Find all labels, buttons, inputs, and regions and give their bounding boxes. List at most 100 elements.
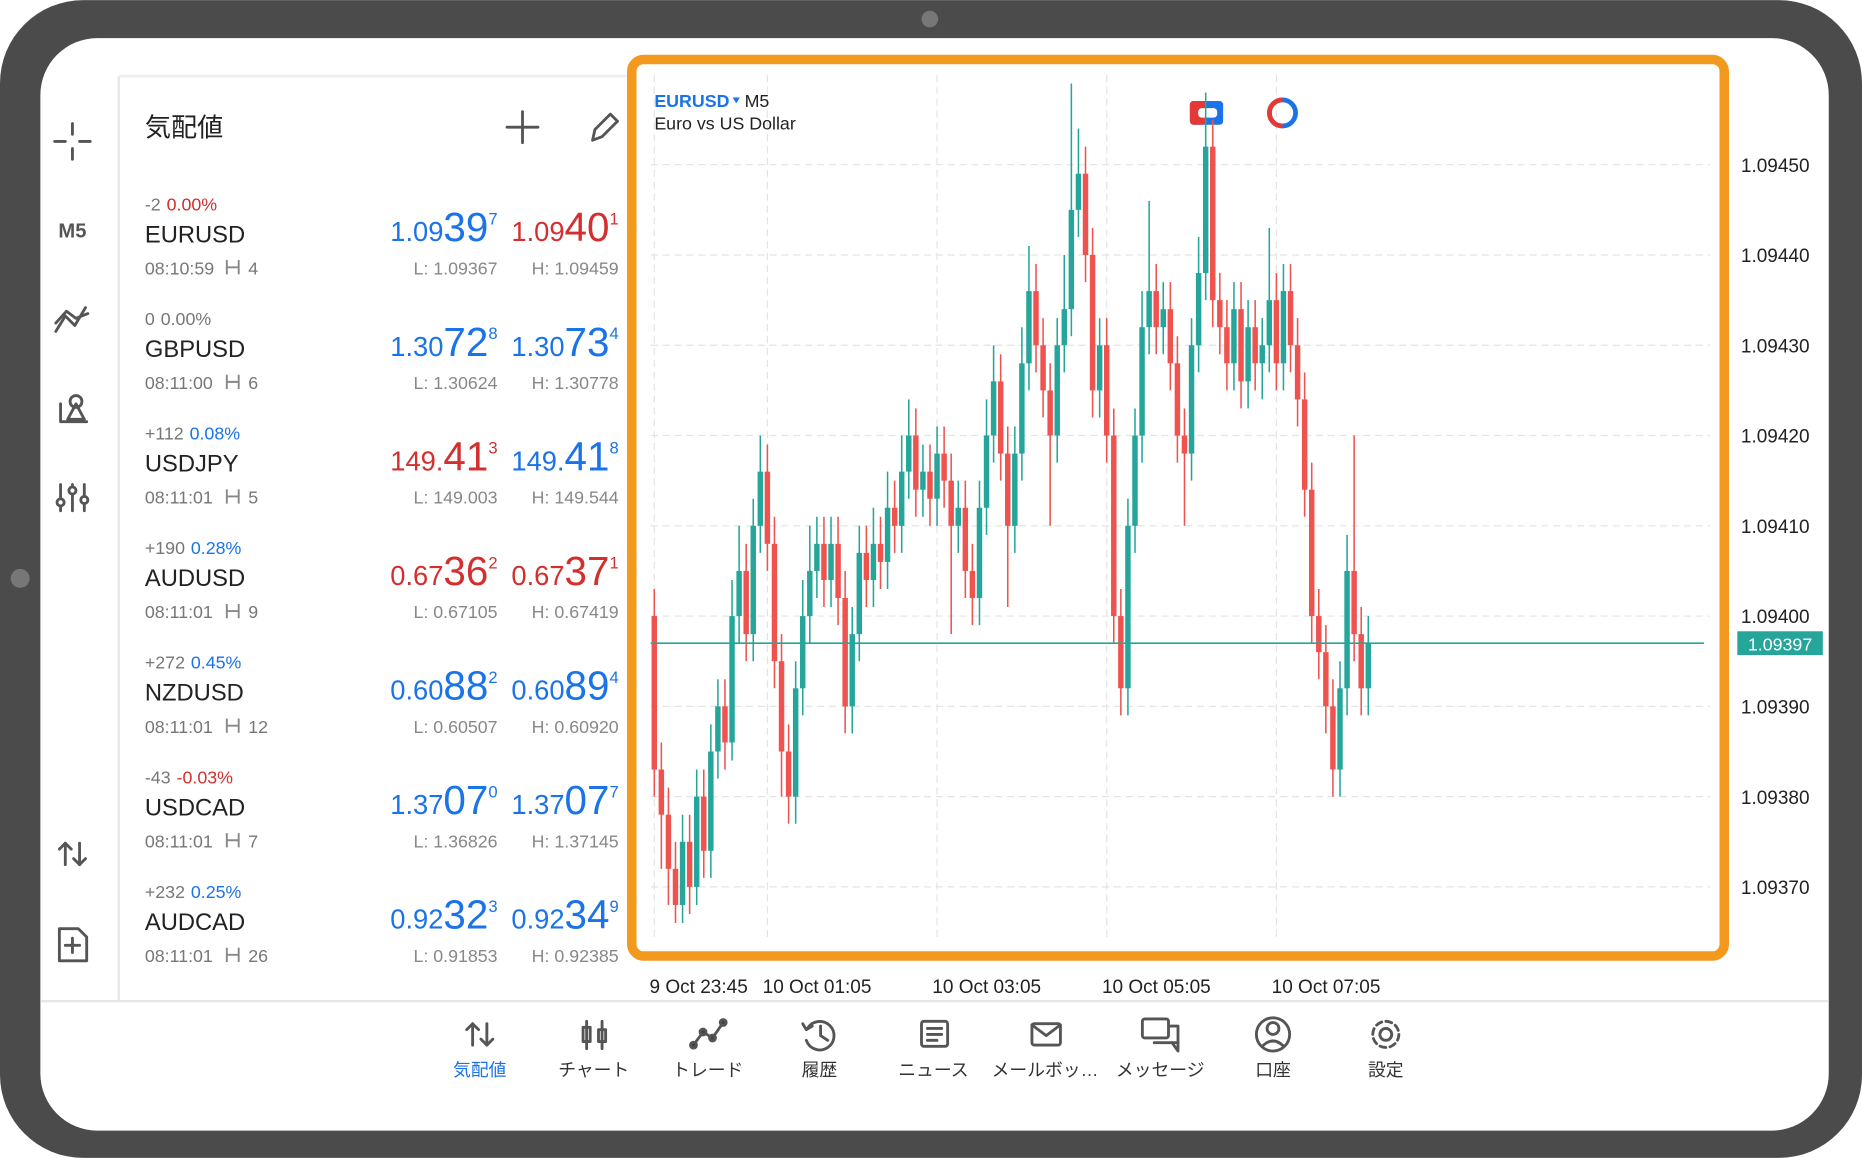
symbol: NZDUSD: [145, 680, 244, 707]
candle-body: [1280, 291, 1287, 364]
spread: 26: [248, 946, 268, 966]
nav-icon-messages: [1140, 1017, 1180, 1053]
price-pips: 72: [443, 319, 488, 365]
nav-item[interactable]: 気配値: [453, 1060, 507, 1080]
left-rail: M5: [53, 122, 92, 963]
change-points: -2: [145, 194, 161, 214]
candle-body: [1308, 489, 1315, 617]
candle-body: [1287, 291, 1294, 346]
one-click-icon[interactable]: [1267, 97, 1298, 129]
nav-item[interactable]: ニュース: [898, 1060, 968, 1080]
candle-body: [771, 543, 778, 662]
symbol: AUDCAD: [145, 909, 245, 936]
candle-body: [877, 543, 884, 562]
price-prefix: 0.67: [390, 560, 443, 591]
nav-item[interactable]: メールボッ…: [992, 1060, 1099, 1080]
quote-time: 08:10:59: [145, 258, 214, 278]
ask-price: 0.67371: [511, 548, 618, 594]
nav-item[interactable]: チャート: [558, 1060, 629, 1080]
ask-price: 0.92349: [511, 892, 618, 938]
bid-price: 149.413: [390, 433, 497, 479]
candle-body: [792, 688, 799, 797]
candle-body: [1330, 706, 1336, 770]
objects-icon[interactable]: [59, 394, 89, 424]
current-price-label: 1.09397: [1748, 634, 1812, 654]
candle-body: [1153, 291, 1159, 328]
candle-body: [1174, 363, 1181, 436]
timeframe-button[interactable]: M5: [58, 221, 86, 243]
price-pips: 89: [565, 663, 610, 709]
trade-level-icon[interactable]: [1189, 101, 1224, 125]
candle-body: [1344, 570, 1350, 689]
price-fraction: 4: [609, 668, 618, 687]
settings-sliders-icon[interactable]: [55, 483, 90, 513]
symbol-dropdown-arrow[interactable]: [732, 97, 740, 104]
candle-body: [1160, 309, 1166, 328]
candle-body: [701, 796, 707, 851]
candle-body: [842, 598, 848, 707]
nav-item[interactable]: 設定: [1368, 1060, 1404, 1080]
change-points: 0: [145, 309, 155, 329]
change-points: +112: [145, 423, 184, 443]
price-fraction: 3: [488, 439, 497, 458]
nav-icon-news: [920, 1019, 950, 1048]
candle-body: [757, 471, 764, 526]
candle-body: [1167, 309, 1174, 364]
price-fraction: 8: [609, 439, 618, 458]
candle-body: [976, 507, 983, 599]
day-low: L: 149.003: [413, 488, 497, 508]
edit-button[interactable]: [591, 112, 619, 142]
y-tick-label: 1.09400: [1741, 607, 1810, 628]
change-line: +190 0.28%: [145, 538, 242, 558]
crosshair-icon[interactable]: [53, 122, 92, 161]
price-prefix: 149.: [390, 445, 443, 476]
candle-body: [658, 769, 665, 815]
candle-body: [1068, 209, 1075, 310]
change-percent: -0.03%: [177, 767, 234, 787]
new-order-icon[interactable]: [57, 927, 89, 963]
candle-body: [1061, 309, 1068, 346]
spread-icon: [225, 260, 240, 275]
price-fraction: 2: [488, 553, 497, 572]
x-tick-label: 10 Oct 05:05: [1102, 977, 1211, 998]
nav-item[interactable]: トレード: [672, 1060, 743, 1080]
price-fraction: 0: [488, 783, 497, 802]
spread: 12: [248, 717, 268, 737]
add-symbol-button[interactable]: [505, 110, 540, 145]
candle-body: [1096, 345, 1103, 391]
candle-body: [1005, 453, 1011, 526]
nav-item[interactable]: 口座: [1255, 1060, 1291, 1080]
chart-symbol[interactable]: EURUSD: [654, 91, 729, 111]
nav-icon-account: [1254, 1016, 1292, 1053]
nav-item[interactable]: メッセージ: [1116, 1060, 1205, 1080]
price-pips: 34: [565, 892, 610, 938]
day-low: L: 0.67105: [413, 602, 497, 622]
indicators-icon[interactable]: [54, 306, 90, 333]
candle-body: [927, 471, 933, 499]
change-percent: 0.25%: [191, 882, 242, 902]
spread-icon: [225, 833, 240, 848]
candle-body: [1012, 453, 1018, 526]
price-fraction: 2: [488, 668, 497, 687]
price-fraction: 9: [609, 897, 618, 916]
candle-body: [1181, 435, 1188, 454]
spread: 7: [248, 831, 258, 851]
nav-item[interactable]: 履歴: [802, 1060, 838, 1080]
day-low: L: 1.09367: [413, 258, 497, 278]
x-tick-label: 10 Oct 01:05: [763, 977, 872, 998]
price-prefix: 1.09: [390, 216, 443, 247]
change-line: +232 0.25%: [145, 882, 242, 902]
trade-arrows-icon[interactable]: [57, 841, 87, 867]
bid-price: 1.30728: [390, 319, 497, 365]
bottom-nav: 気配値 チャート トレード 履歴 ニュース メールボッ… メッセージ 口座 設定: [40, 999, 1829, 1080]
camera: [921, 10, 939, 28]
bid-price: 0.67362: [390, 548, 497, 594]
